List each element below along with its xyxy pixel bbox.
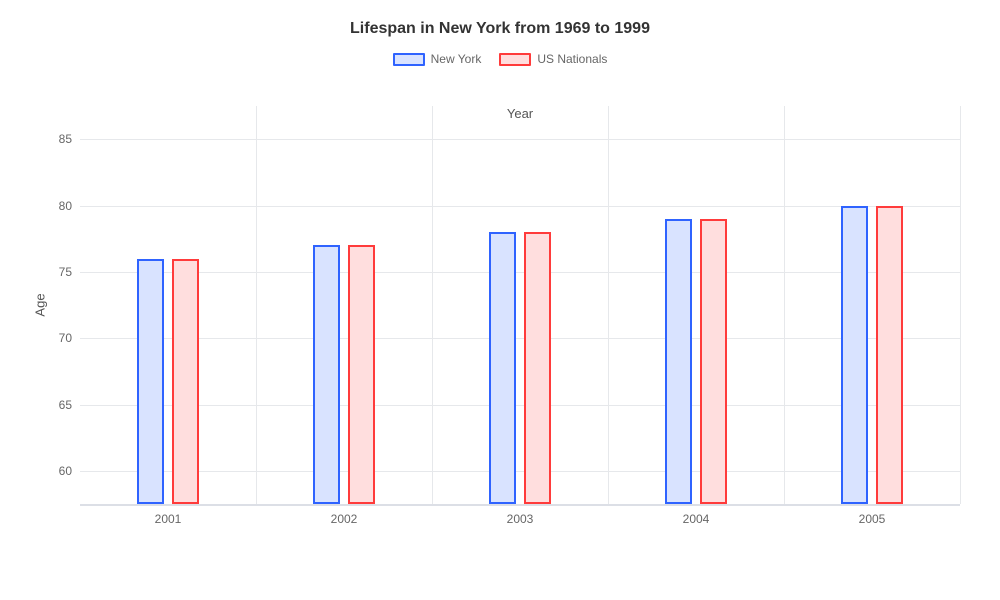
y-axis-title: Age bbox=[33, 293, 48, 316]
legend-swatch-icon bbox=[499, 53, 531, 66]
x-tick-label: 2005 bbox=[859, 504, 886, 526]
gridline-v bbox=[608, 106, 609, 504]
plot-area: Age 60657075808520012002200320042005 bbox=[80, 106, 960, 506]
bar[interactable] bbox=[313, 245, 339, 504]
legend-label: New York bbox=[431, 52, 482, 66]
bar[interactable] bbox=[665, 219, 691, 504]
bar[interactable] bbox=[876, 206, 902, 505]
y-tick-label: 85 bbox=[59, 132, 80, 146]
gridline-h bbox=[80, 338, 960, 339]
legend-swatch-icon bbox=[393, 53, 425, 66]
y-tick-label: 70 bbox=[59, 331, 80, 345]
gridline-h bbox=[80, 139, 960, 140]
legend-item-0[interactable]: New York bbox=[393, 52, 482, 66]
x-tick-label: 2002 bbox=[331, 504, 358, 526]
gridline-v bbox=[960, 106, 961, 504]
gridline-v bbox=[784, 106, 785, 504]
y-tick-label: 80 bbox=[59, 199, 80, 213]
gridline-h bbox=[80, 471, 960, 472]
bar[interactable] bbox=[489, 232, 515, 504]
x-tick-label: 2001 bbox=[155, 504, 182, 526]
plot-wrap: Age 60657075808520012002200320042005 Yea… bbox=[80, 106, 960, 536]
legend-label: US Nationals bbox=[537, 52, 607, 66]
gridline-v bbox=[256, 106, 257, 504]
gridline-v bbox=[432, 106, 433, 504]
y-tick-label: 60 bbox=[59, 464, 80, 478]
legend-item-1[interactable]: US Nationals bbox=[499, 52, 607, 66]
gridline-h bbox=[80, 206, 960, 207]
bar[interactable] bbox=[524, 232, 550, 504]
x-tick-label: 2004 bbox=[683, 504, 710, 526]
bar[interactable] bbox=[172, 259, 198, 504]
y-tick-label: 75 bbox=[59, 265, 80, 279]
x-tick-label: 2003 bbox=[507, 504, 534, 526]
gridline-h bbox=[80, 272, 960, 273]
legend: New York US Nationals bbox=[30, 52, 970, 66]
bar[interactable] bbox=[700, 219, 726, 504]
gridline-h bbox=[80, 405, 960, 406]
y-tick-label: 65 bbox=[59, 398, 80, 412]
chart-container: Lifespan in New York from 1969 to 1999 N… bbox=[0, 0, 1000, 600]
bar[interactable] bbox=[348, 245, 374, 504]
chart-title: Lifespan in New York from 1969 to 1999 bbox=[30, 20, 970, 38]
bar[interactable] bbox=[841, 206, 867, 505]
bar[interactable] bbox=[137, 259, 163, 504]
